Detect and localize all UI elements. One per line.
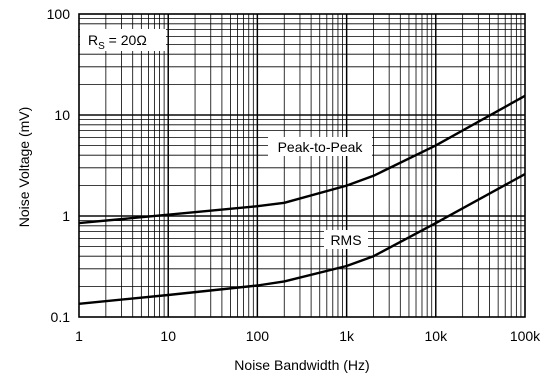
rs-annotation-text: RS = 20Ω	[88, 32, 147, 52]
series-label-peak-bg	[268, 137, 372, 156]
grid-lines	[79, 14, 525, 317]
rs-annotation: RS = 20Ω	[80, 29, 166, 52]
series-line-rms	[78, 173, 526, 305]
rs-annotation-bg	[80, 29, 166, 51]
y-tick-label: 1	[62, 208, 70, 224]
series-lines	[78, 94, 526, 305]
series-label-rms-bg	[324, 230, 368, 249]
x-tick-label: 10k	[425, 328, 449, 344]
x-tick-label: 100	[246, 328, 270, 344]
x-tick-label: 1k	[339, 328, 355, 344]
series-label-rms: RMS	[324, 230, 368, 249]
series-label-peak-text: Peak-to-Peak	[278, 139, 364, 155]
series-label-rms-text: RMS	[330, 232, 361, 248]
series-line-peak-to-peak	[78, 94, 526, 225]
x-tick-label: 1	[75, 328, 83, 344]
y-axis-label: Noise Voltage (mV)	[16, 107, 32, 228]
x-tick-label: 100k	[510, 328, 541, 344]
plot-frame	[78, 13, 526, 318]
y-tick-label: 10	[54, 107, 70, 123]
y-tick-label: 0.1	[51, 309, 71, 325]
series-label-peak-to-peak: Peak-to-Peak	[268, 137, 372, 156]
y-tick-label: 100	[47, 6, 71, 22]
x-tick-label: 10	[160, 328, 176, 344]
x-axis-label: Noise Bandwidth (Hz)	[234, 357, 369, 373]
